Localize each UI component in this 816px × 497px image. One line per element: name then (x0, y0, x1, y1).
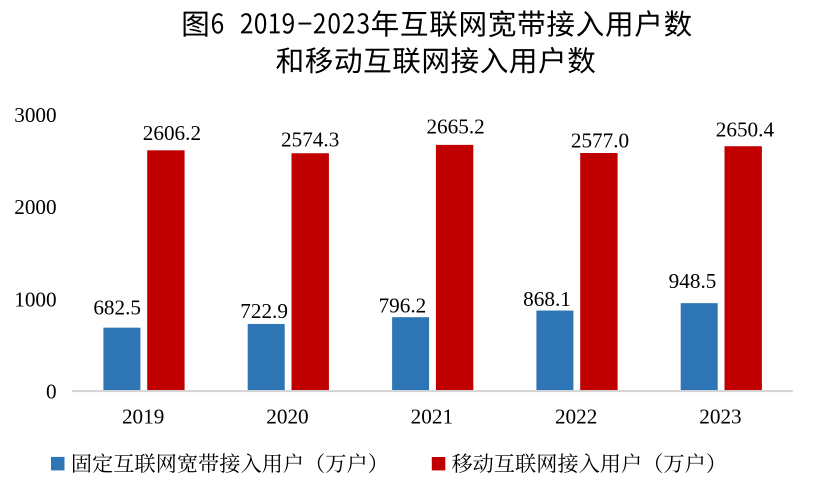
svg-text:2022: 2022 (555, 405, 597, 429)
svg-text:2665.2: 2665.2 (426, 114, 484, 138)
svg-text:722.9: 722.9 (240, 299, 288, 323)
svg-text:2020: 2020 (266, 405, 308, 429)
svg-text:2023: 2023 (699, 405, 741, 429)
svg-text:796.2: 796.2 (379, 294, 427, 318)
svg-text:3000: 3000 (14, 103, 56, 127)
svg-text:2650.4: 2650.4 (716, 117, 775, 141)
svg-text:2606.2: 2606.2 (143, 121, 201, 145)
svg-text:2000: 2000 (14, 195, 56, 219)
svg-text:868.1: 868.1 (523, 287, 571, 311)
svg-text:948.5: 948.5 (669, 269, 717, 293)
svg-text:2019: 2019 (122, 405, 164, 429)
svg-text:2577.0: 2577.0 (571, 128, 629, 152)
svg-text:1000: 1000 (14, 287, 56, 311)
svg-text:2574.3: 2574.3 (281, 127, 339, 151)
svg-text:0: 0 (46, 380, 57, 404)
svg-text:2021: 2021 (411, 405, 453, 429)
svg-text:682.5: 682.5 (93, 295, 141, 319)
